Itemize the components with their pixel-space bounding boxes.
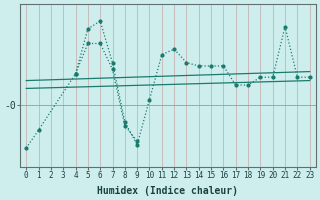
- X-axis label: Humidex (Indice chaleur): Humidex (Indice chaleur): [98, 186, 238, 196]
